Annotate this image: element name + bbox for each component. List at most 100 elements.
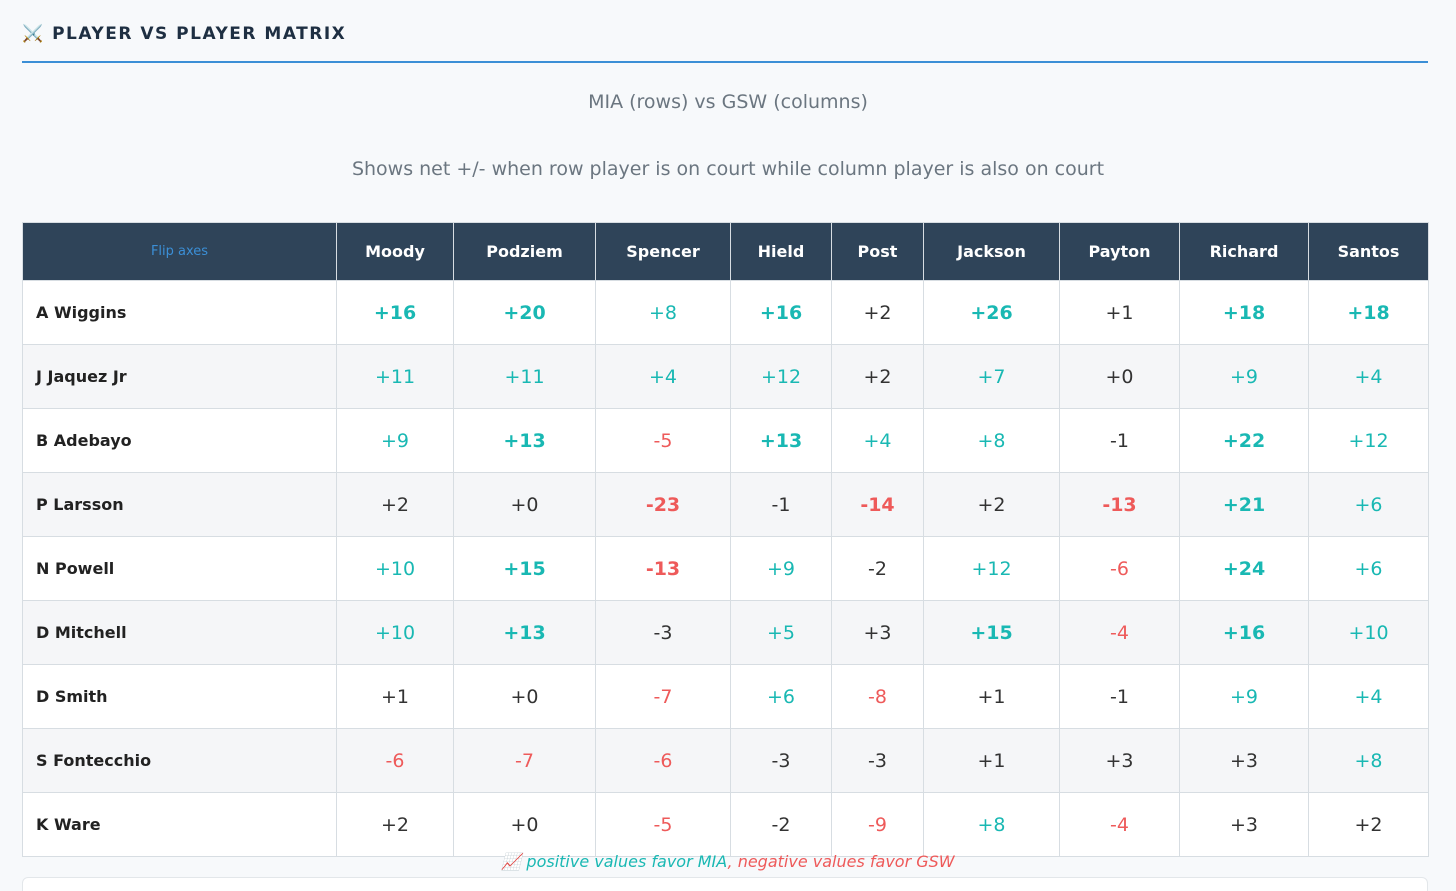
cell: +2 xyxy=(336,792,454,857)
cell: +5 xyxy=(730,600,832,665)
cell: +1 xyxy=(336,664,454,729)
icon: ⚔️ xyxy=(22,24,45,44)
cell: +12 xyxy=(923,536,1060,601)
cell: +7 xyxy=(923,344,1060,409)
row: D Mitchell +10 +13 -3 +5 +3 +15 -4 +16 +10 xyxy=(22,600,1429,665)
legend-negative: negative values favor GSW xyxy=(737,852,955,871)
cell: +4 xyxy=(831,408,924,473)
legend-separator: , xyxy=(727,852,733,871)
cell: +11 xyxy=(336,344,454,409)
row-player: B Adebayo xyxy=(22,408,337,473)
legend-positive: positive values favor MIA xyxy=(526,852,728,871)
cell: +20 xyxy=(453,280,596,345)
cell: +1 xyxy=(923,728,1060,793)
cell: +3 xyxy=(831,600,924,665)
next-panel xyxy=(22,877,1428,891)
cell: -14 xyxy=(831,472,924,537)
cell: -3 xyxy=(730,728,832,793)
cell: +13 xyxy=(453,600,596,665)
header: ⚔️ PLAYER VS PLAYER MATRIX xyxy=(22,24,346,44)
description: Shows net +/- when row player is on cour… xyxy=(351,158,1105,180)
header-row: Flip axes Moody Podziem Spencer Hield Post Jac… xyxy=(22,222,1429,281)
cell: +0 xyxy=(1059,344,1180,409)
flip-axes-button[interactable]: Flip axes xyxy=(22,222,337,281)
column-header: Hield xyxy=(730,222,832,281)
cell: +1 xyxy=(1059,280,1180,345)
cell: +16 xyxy=(336,280,454,345)
column-header: Post xyxy=(831,222,924,281)
cell: +21 xyxy=(1179,472,1309,537)
column-header: Payton xyxy=(1059,222,1180,281)
cell: +4 xyxy=(1308,344,1429,409)
cell: +16 xyxy=(730,280,832,345)
cell: -1 xyxy=(1059,664,1180,729)
cell: -6 xyxy=(336,728,454,793)
cell: -4 xyxy=(1059,792,1180,857)
cell: +26 xyxy=(923,280,1060,345)
cell: -7 xyxy=(595,664,731,729)
cell: +13 xyxy=(730,408,832,473)
cell: -7 xyxy=(453,728,596,793)
row-player: D Mitchell xyxy=(22,600,337,665)
cell: +4 xyxy=(595,344,731,409)
cell: +0 xyxy=(453,472,596,537)
cell: +2 xyxy=(831,280,924,345)
cell: +8 xyxy=(923,408,1060,473)
cell: -13 xyxy=(1059,472,1180,537)
matrix-table: Flip axes Moody Podziem Spencer Hield Post Jac… xyxy=(22,222,1429,857)
cell: +2 xyxy=(831,344,924,409)
icon: 📈 xyxy=(501,852,522,871)
cell: +3 xyxy=(1059,728,1180,793)
cell: +3 xyxy=(1179,792,1309,857)
cell: +1 xyxy=(923,664,1060,729)
cell: +2 xyxy=(336,472,454,537)
cell: +4 xyxy=(1308,664,1429,729)
cell: +10 xyxy=(336,600,454,665)
row: N Powell +10 +15 -13 +9 -2 +12 -6 +24 +6 xyxy=(22,536,1429,601)
cell: +8 xyxy=(923,792,1060,857)
cell: -23 xyxy=(595,472,731,537)
cell: +0 xyxy=(453,664,596,729)
legend: 📈 positive values favor MIA, negative va… xyxy=(0,852,1456,871)
row: A Wiggins +16 +20 +8 +16 +2 +26 +1 +18 +18 xyxy=(22,280,1429,345)
cell: +9 xyxy=(730,536,832,601)
cell: +13 xyxy=(453,408,596,473)
row-player: N Powell xyxy=(22,536,337,601)
row: J Jaquez Jr +11 +11 +4 +12 +2 +7 +0 +9 +4 xyxy=(22,344,1429,409)
column-header: Santos xyxy=(1308,222,1429,281)
row-player: J Jaquez Jr xyxy=(22,344,337,409)
cell: +22 xyxy=(1179,408,1309,473)
cell: +9 xyxy=(1179,664,1309,729)
column-header: Jackson xyxy=(923,222,1060,281)
cell: +24 xyxy=(1179,536,1309,601)
cell: +18 xyxy=(1179,280,1309,345)
cell: -6 xyxy=(595,728,731,793)
cell: +12 xyxy=(730,344,832,409)
cell: -8 xyxy=(831,664,924,729)
cell: +6 xyxy=(1308,536,1429,601)
cell: +16 xyxy=(1179,600,1309,665)
column-header: Moody xyxy=(336,222,454,281)
cell: +15 xyxy=(453,536,596,601)
cell: -5 xyxy=(595,792,731,857)
cell: +8 xyxy=(1308,728,1429,793)
cell: -1 xyxy=(730,472,832,537)
subtitle: MIA (rows) vs GSW (columns) xyxy=(588,91,868,113)
cell: -1 xyxy=(1059,408,1180,473)
row: S Fontecchio -6 -7 -6 -3 -3 +1 +3 +3 +8 xyxy=(22,728,1429,793)
cell: +8 xyxy=(595,280,731,345)
cell: -4 xyxy=(1059,600,1180,665)
cell: -3 xyxy=(595,600,731,665)
cell: +2 xyxy=(923,472,1060,537)
cell: +10 xyxy=(1308,600,1429,665)
column-header: Richard xyxy=(1179,222,1309,281)
cell: -13 xyxy=(595,536,731,601)
cell: -6 xyxy=(1059,536,1180,601)
cell: +18 xyxy=(1308,280,1429,345)
cell: +12 xyxy=(1308,408,1429,473)
cell: +3 xyxy=(1179,728,1309,793)
cell: -2 xyxy=(831,536,924,601)
row-player: P Larsson xyxy=(22,472,337,537)
divider xyxy=(22,61,1428,63)
